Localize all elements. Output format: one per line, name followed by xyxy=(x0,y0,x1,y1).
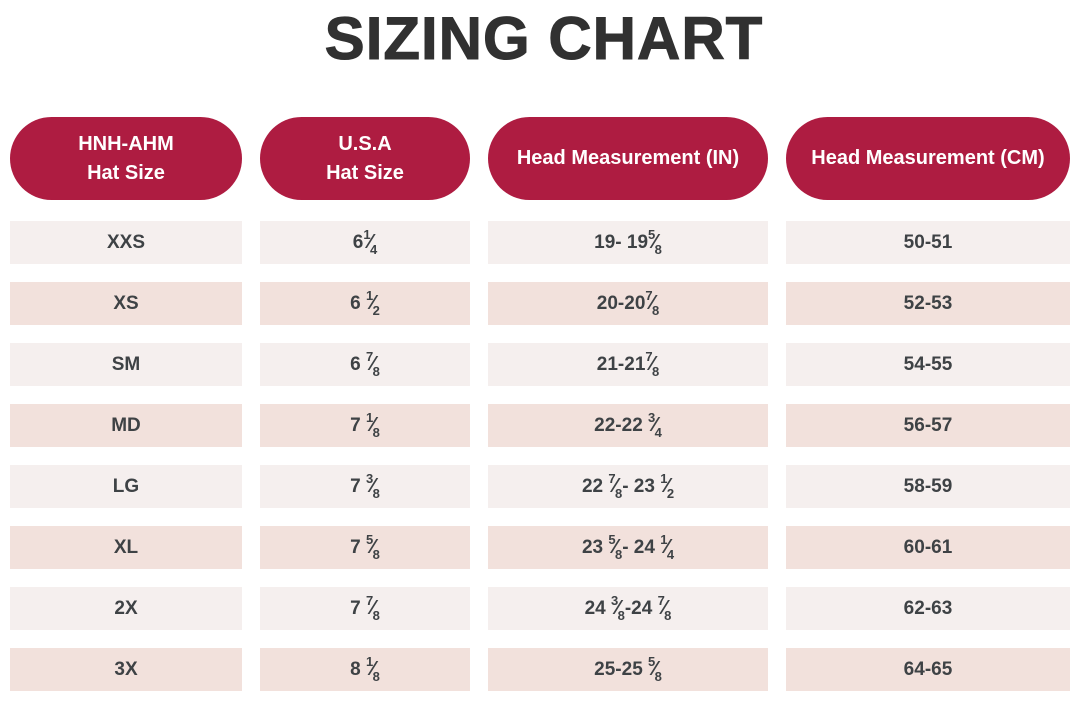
table-cell: 64-65 xyxy=(786,648,1070,691)
table-row-3x: 3X 8 1⁄8 25-25 5⁄8 64-65 xyxy=(0,648,1088,691)
fraction: 7⁄8 xyxy=(645,349,660,380)
table-cell: 6 1⁄4 xyxy=(260,221,470,264)
table-cell: 3X xyxy=(10,648,242,691)
table-cell: 60-61 xyxy=(786,526,1070,569)
column-header-pill-head-measurement-cm: Head Measurement (CM) xyxy=(786,117,1070,200)
table-cell: 54-55 xyxy=(786,343,1070,386)
table-cell: 7 3⁄8 xyxy=(260,465,470,508)
fraction: 1⁄4 xyxy=(363,227,378,258)
table-cell: XXS xyxy=(10,221,242,264)
fraction: 1⁄2 xyxy=(366,288,380,319)
fraction: 1⁄2 xyxy=(660,471,675,502)
fraction: 5⁄8 xyxy=(648,227,662,258)
table-cell: 7 7⁄8 xyxy=(260,587,470,630)
fraction: 5⁄8 xyxy=(648,654,662,685)
table-row-sm: SM 6 7⁄8 21-21 7⁄8 54-55 xyxy=(0,343,1088,386)
fraction: 3⁄8 xyxy=(611,593,625,624)
column-header-label: Head Measurement (CM) xyxy=(811,147,1045,169)
fraction: 3⁄8 xyxy=(366,471,380,502)
table-cell: 22 7⁄8 - 23 1⁄2 xyxy=(488,465,768,508)
table-cell: 24 3⁄8 -24 7⁄8 xyxy=(488,587,768,630)
column-header-pill-usa-hat-size: U.S.A Hat Size xyxy=(260,117,470,200)
fraction: 7⁄8 xyxy=(608,471,623,502)
fraction: 7⁄8 xyxy=(366,593,380,624)
fraction: 7⁄8 xyxy=(645,288,660,319)
table-cell: 25-25 5⁄8 xyxy=(488,648,768,691)
table-cell: 7 1⁄8 xyxy=(260,404,470,447)
column-header-label: Hat Size xyxy=(87,161,165,184)
fraction: 1⁄4 xyxy=(660,532,675,563)
table-cell: 62-63 xyxy=(786,587,1070,630)
column-header-label: HNH-AHM xyxy=(78,132,174,155)
table-row-lg: LG 7 3⁄8 22 7⁄8 - 23 1⁄2 58-59 xyxy=(0,465,1088,508)
table-cell: 58-59 xyxy=(786,465,1070,508)
page-title: SIZING CHART xyxy=(324,5,764,72)
table-row-md: MD 7 1⁄8 22-22 3⁄4 56-57 xyxy=(0,404,1088,447)
table-cell: 22-22 3⁄4 xyxy=(488,404,768,447)
table-cell: 21-21 7⁄8 xyxy=(488,343,768,386)
table-cell: 6 1⁄2 xyxy=(260,282,470,325)
table-row-xxs: XXS 6 1⁄4 19- 19 5⁄8 50-51 xyxy=(0,221,1088,264)
fraction: 7⁄8 xyxy=(657,593,672,624)
table-cell: XL xyxy=(10,526,242,569)
table-cell: 50-51 xyxy=(786,221,1070,264)
table-row-2x: 2X 7 7⁄8 24 3⁄8 -24 7⁄8 62-63 xyxy=(0,587,1088,630)
table-cell: 6 7⁄8 xyxy=(260,343,470,386)
table-cell: 2X xyxy=(10,587,242,630)
table-cell: 8 1⁄8 xyxy=(260,648,470,691)
table-row-xl: XL 7 5⁄8 23 5⁄8 - 24 1⁄4 60-61 xyxy=(0,526,1088,569)
table-header-row: HNH-AHM Hat Size U.S.A Hat Size Head Measure… xyxy=(0,117,1088,200)
column-header-pill-head-measurement-in: Head Measurement (IN) xyxy=(488,117,768,200)
fraction: 5⁄8 xyxy=(366,532,380,563)
column-header-label: Head Measurement (IN) xyxy=(516,147,740,169)
table-cell: 19- 19 5⁄8 xyxy=(488,221,768,264)
table-body: XXS 6 1⁄4 19- 19 5⁄8 50-51 XS 6 1⁄2 20-20 7⁄8 52-5… xyxy=(0,221,1088,691)
table-cell: LG xyxy=(10,465,242,508)
table-row-xs: XS 6 1⁄2 20-20 7⁄8 52-53 xyxy=(0,282,1088,325)
fraction: 5⁄8 xyxy=(608,532,623,563)
table-cell: 52-53 xyxy=(786,282,1070,325)
column-header-label: Hat Size xyxy=(326,161,404,184)
column-header-label: U.S.A xyxy=(338,132,392,155)
fraction: 3⁄4 xyxy=(648,410,662,441)
fraction: 7⁄8 xyxy=(366,349,380,380)
table-cell: SM xyxy=(10,343,242,386)
table-cell: 23 5⁄8 - 24 1⁄4 xyxy=(488,526,768,569)
sizing-chart-page: SIZING CHART HNH-AHM Hat Size U.S.A Hat Siz… xyxy=(0,5,1088,722)
table-cell: 7 5⁄8 xyxy=(260,526,470,569)
column-header-pill-hnh-ahm-hat-size: HNH-AHM Hat Size xyxy=(10,117,242,200)
table-cell: MD xyxy=(10,404,242,447)
fraction: 1⁄8 xyxy=(366,654,380,685)
table-cell: 20-20 7⁄8 xyxy=(488,282,768,325)
fraction: 1⁄8 xyxy=(366,410,380,441)
table-cell: XS xyxy=(10,282,242,325)
table-cell: 56-57 xyxy=(786,404,1070,447)
